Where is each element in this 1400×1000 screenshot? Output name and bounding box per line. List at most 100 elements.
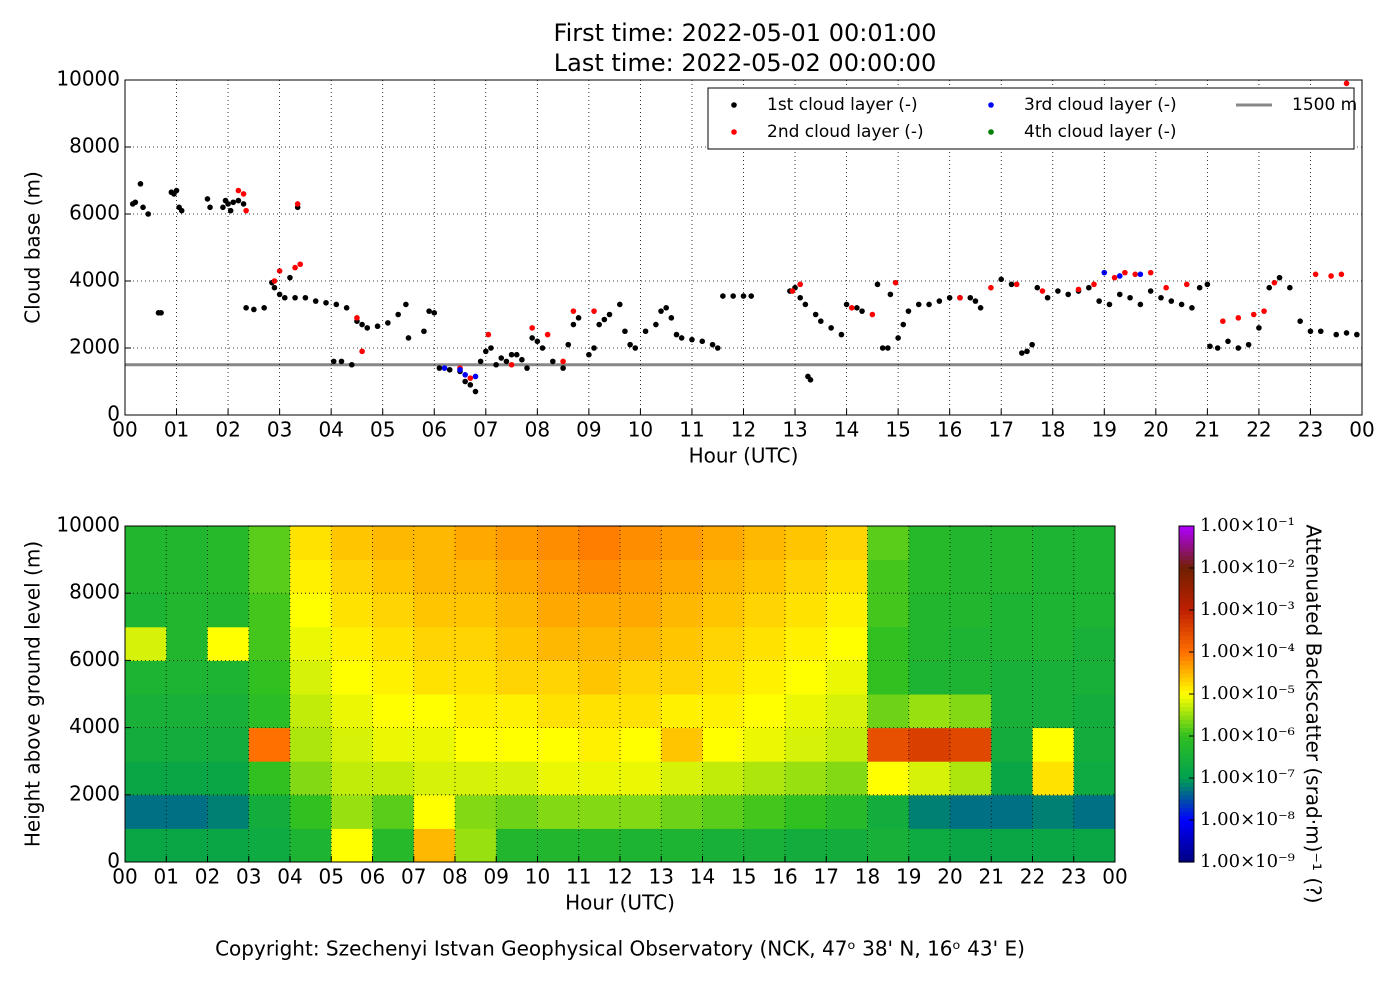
cloud-point: [132, 199, 139, 206]
y-tick-label: 6000: [69, 201, 120, 225]
heatmap-cell: [908, 694, 951, 729]
heatmap-cell: [413, 660, 456, 695]
heatmap-cell: [702, 626, 745, 661]
cloud-point: [1034, 284, 1041, 291]
colorbar-segment: [1179, 744, 1194, 750]
x-tick-label: 15: [885, 418, 910, 442]
heatmap-cell: [991, 694, 1033, 729]
heatmap-cell: [1032, 559, 1075, 594]
cloud-point: [730, 293, 736, 299]
heatmap-cell: [372, 660, 415, 695]
cloud-point: [1297, 318, 1303, 325]
cloud-point: [1261, 308, 1267, 314]
cloud-point: [359, 321, 365, 328]
cloud-point: [869, 311, 876, 318]
heatmap-cell: [455, 660, 497, 695]
heatmap-cell: [991, 794, 1033, 829]
heatmap-cell: [248, 794, 291, 829]
cloud-point: [1039, 288, 1046, 294]
plot-area: [125, 526, 1116, 863]
heatmap-cell: [537, 794, 580, 829]
heatmap-cell: [455, 794, 497, 829]
y-tick-label: 4000: [69, 268, 120, 292]
heatmap-cell: [455, 761, 497, 796]
heatmap-cell: [166, 727, 208, 762]
cloud-point: [243, 207, 249, 214]
heatmap-cell: [207, 727, 250, 762]
heatmap-cell: [372, 761, 415, 796]
cloud-point: [235, 197, 242, 204]
cloud-point: [1029, 341, 1035, 348]
colorbar-segment: [1179, 626, 1194, 632]
heatmap-cell: [331, 794, 373, 829]
x-tick-label: 17: [988, 418, 1013, 442]
heatmap-cell: [743, 593, 786, 628]
heatmap-cell: [867, 559, 910, 594]
colorbar-segment: [1179, 605, 1194, 611]
heatmap-cell: [413, 761, 456, 796]
x-tick-label: 20: [1143, 418, 1168, 442]
cloud-point: [271, 284, 278, 291]
legend-label: 4th cloud layer (-): [1024, 122, 1177, 142]
heatmap-cell: [950, 526, 992, 561]
heatmap-cell: [413, 526, 456, 561]
cloud-point: [1147, 269, 1154, 276]
x-tick-label: 02: [215, 418, 240, 442]
colorbar-segment: [1179, 761, 1194, 766]
cloud-point: [1055, 288, 1061, 294]
cloud-point: [1328, 273, 1334, 279]
colorbar-tick-label: 1.00×10⁻⁶: [1200, 725, 1295, 746]
x-tick-label: 23: [1061, 865, 1086, 889]
colorbar-segment: [1179, 773, 1194, 779]
heatmap-cell: [496, 694, 538, 729]
chart-subtitle: Last time: 2022-05-02 00:00:00: [554, 49, 936, 77]
cloud-point: [354, 315, 360, 321]
heatmap-cell: [661, 828, 703, 863]
cloud-point: [957, 294, 963, 301]
x-tick-label: 19: [896, 865, 921, 889]
cloud-point: [565, 341, 572, 348]
cloud-point: [1276, 274, 1283, 281]
cloud-point: [240, 201, 247, 207]
heatmap-cell: [125, 660, 167, 695]
cloud-point: [1235, 315, 1242, 321]
heatmap-cell: [950, 794, 992, 829]
colorbar-segment: [1179, 576, 1194, 582]
cloud-point: [508, 361, 515, 368]
colorbar-segment: [1179, 635, 1194, 640]
y-tick-label: 0: [107, 402, 120, 426]
cloud-point: [1225, 338, 1231, 345]
heatmap-cell: [620, 727, 662, 762]
heatmap-cell: [537, 526, 580, 561]
colorbar-segment: [1179, 794, 1194, 800]
x-tick-label: 16: [937, 418, 962, 442]
cloud-point: [977, 305, 984, 311]
heatmap-cell: [537, 626, 580, 661]
x-tick-label: 01: [154, 865, 179, 889]
colorbar-segment: [1179, 664, 1194, 670]
cloud-point: [207, 204, 213, 211]
cloud-point: [467, 375, 474, 381]
cloud-point: [348, 361, 355, 368]
cloud-point: [1266, 284, 1273, 291]
heatmap-cell: [826, 626, 868, 661]
cloud-point: [225, 201, 231, 207]
colorbar-segment: [1179, 584, 1194, 590]
heatmap-cell: [207, 559, 250, 594]
heatmap-cell: [248, 727, 291, 762]
heatmap-cell: [413, 794, 456, 829]
heatmap-cell: [331, 559, 373, 594]
x-tick-label: 00: [112, 418, 137, 442]
heatmap-cell: [702, 593, 745, 628]
y-tick-label: 2000: [69, 781, 120, 805]
cloud-point: [243, 305, 249, 311]
cloud-point: [642, 328, 649, 335]
heatmap-cell: [950, 694, 992, 729]
heatmap-cell: [1073, 593, 1116, 628]
heatmap-cell: [290, 727, 332, 762]
cloud-point: [1086, 284, 1092, 291]
cloud-point: [972, 298, 979, 304]
colorbar-segment: [1179, 656, 1194, 661]
cloud-point: [699, 338, 706, 345]
colorbar-segment: [1179, 815, 1194, 821]
